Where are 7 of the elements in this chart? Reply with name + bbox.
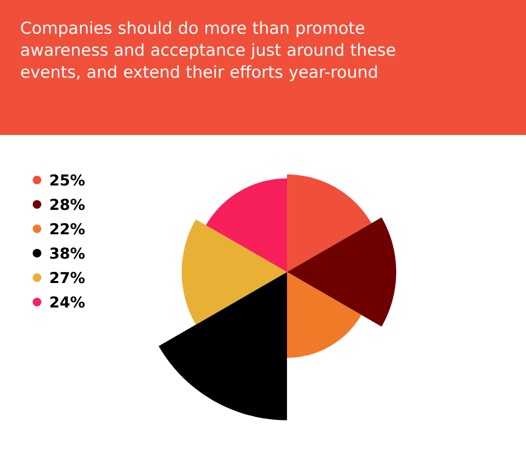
data-label: 28% bbox=[50, 198, 85, 210]
text: Companies should do more than promote awareness and acceptance just around these events, and extend their efforts year-round bbox=[21, 21, 396, 82]
data-label: 24% bbox=[50, 296, 85, 308]
data-label: 25% bbox=[50, 174, 85, 186]
data-label: 27% bbox=[50, 272, 85, 284]
data-label: 38% bbox=[50, 248, 85, 259]
data-label: 22% bbox=[50, 223, 85, 234]
